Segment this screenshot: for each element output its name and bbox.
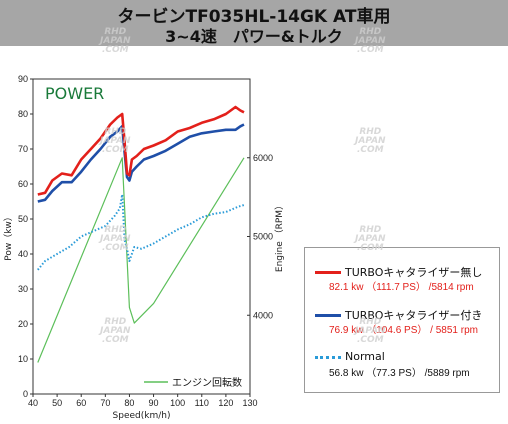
watermark-logo: RHD JAPAN .COM — [355, 317, 386, 345]
legend-label: TURBOキャタライザー無し — [345, 266, 483, 279]
watermark-logo: RHD JAPAN .COM — [355, 225, 386, 253]
x-tick-label: 90 — [149, 398, 159, 408]
series-line-2 — [37, 193, 245, 271]
y2-tick-label: 5000 — [253, 232, 273, 242]
x-tick-label: 110 — [195, 398, 209, 408]
power-chart: 40 50 60 70 80 90 100 110 120 130 0 10 20 30 40 50 60 70 8… — [3, 74, 285, 421]
y-tick-label: 20 — [18, 319, 28, 329]
legend-value: 76.9 kw （104.6 PS） / 5851 rpm — [329, 325, 478, 336]
watermark-logo: RHD JAPAN .COM — [100, 127, 131, 155]
page-title: タービンTF035HL-14GK AT車用 — [117, 7, 391, 27]
series-line-1 — [37, 123, 245, 203]
y-tick-label: 10 — [18, 354, 28, 364]
y-tick-label: 0 — [23, 389, 28, 399]
series-line-0 — [37, 105, 245, 196]
legend-swatch — [315, 314, 341, 317]
y-tick-label: 60 — [18, 179, 28, 189]
title-banner: タービンTF035HL-14GK AT車用 3~4速 パワー&トルク — [0, 0, 508, 46]
chart-title: POWER — [45, 84, 104, 103]
y-tick-label: 70 — [18, 144, 28, 154]
y-tick-label: 80 — [18, 109, 28, 119]
rpm-legend-label: エンジン回転数 — [172, 376, 242, 389]
legend-swatch — [315, 356, 341, 359]
legend-swatch — [315, 271, 341, 274]
watermark-logo: RHD JAPAN .COM — [355, 27, 386, 55]
plot-frame — [32, 78, 251, 395]
y2-tick-label: 4000 — [253, 310, 273, 320]
series-line-3 — [37, 157, 245, 363]
y2-tick-label: 6000 — [253, 153, 273, 163]
watermark-logo: RHD JAPAN .COM — [100, 317, 131, 345]
x-tick-label: 120 — [218, 398, 233, 408]
y-tick-label: 40 — [18, 249, 28, 259]
y2-axis-label: Engine （RPM） — [274, 201, 285, 272]
y-tick-label: 90 — [18, 74, 28, 84]
x-tick-label: 60 — [76, 398, 86, 408]
watermark-logo: RHD JAPAN .COM — [100, 27, 131, 55]
x-tick-label: 80 — [124, 398, 134, 408]
page-subtitle: 3~4速 パワー&トルク — [165, 27, 343, 46]
y-tick-label: 30 — [18, 284, 28, 294]
y-tick-label: 50 — [18, 214, 28, 224]
watermark-logo: RHD JAPAN .COM — [355, 127, 386, 155]
x-axis-label: Speed(km/h) — [113, 411, 171, 421]
x-tick-label: 100 — [170, 398, 185, 408]
legend-label: TURBOキャタライザー付き — [345, 309, 483, 322]
x-tick-label: 70 — [100, 398, 110, 408]
x-tick-label: 50 — [52, 398, 62, 408]
y-axis-label: Pow（kw） — [3, 212, 14, 261]
x-tick-label: 130 — [242, 398, 257, 408]
x-tick-label: 40 — [28, 398, 38, 408]
watermark-logo: RHD JAPAN .COM — [100, 225, 131, 253]
legend-label: Normal — [345, 350, 385, 363]
chart-legend: TURBOキャタライザー無し 82.1 kw （111.7 PS） /5814 … — [304, 247, 500, 393]
legend-value: 82.1 kw （111.7 PS） /5814 rpm — [329, 282, 474, 293]
legend-value: 56.8 kw （77.3 PS） /5889 rpm — [329, 368, 470, 379]
